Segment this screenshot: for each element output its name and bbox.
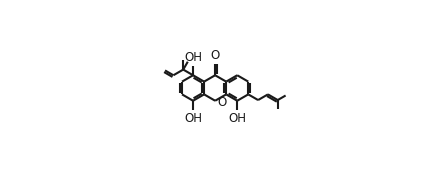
Text: OH: OH xyxy=(228,112,246,125)
Text: O: O xyxy=(211,49,220,62)
Text: O: O xyxy=(217,96,227,109)
Text: OH: OH xyxy=(184,112,202,125)
Text: OH: OH xyxy=(184,51,202,64)
